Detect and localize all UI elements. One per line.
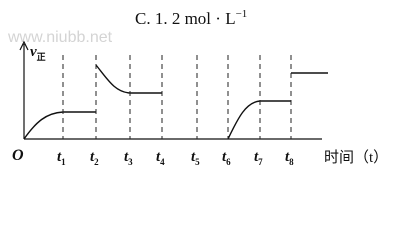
tick-label: t8 xyxy=(285,149,294,167)
tick-subscript: 1 xyxy=(61,157,66,167)
header-text: C. 1. 2 mol · L xyxy=(135,9,236,28)
header: C. 1. 2 mol · L−1 xyxy=(135,8,247,28)
curve-2 xyxy=(95,64,162,94)
ticks: t1 t2 t3 t4 t5 t6 t7 t8 xyxy=(57,55,294,167)
tick-symbol: t xyxy=(191,149,196,165)
x-axis-label: 时间（t） xyxy=(324,149,388,166)
y-label-symbol: v xyxy=(30,44,37,60)
tick-label: t7 xyxy=(254,149,263,167)
watermark: www.niubb.net xyxy=(7,29,113,46)
tick-subscript: 2 xyxy=(94,157,99,167)
y-arrow xyxy=(19,40,29,51)
y-label-subscript: 正 xyxy=(37,52,46,62)
origin-label: O xyxy=(12,147,24,164)
tick-symbol: t xyxy=(156,149,161,165)
tick-symbol: t xyxy=(285,149,290,165)
tick-symbol: t xyxy=(90,149,95,165)
tick-label: t2 xyxy=(90,149,99,167)
diagram: C. 1. 2 mol · L−1 www.niubb.net v正 O 时间（… xyxy=(7,8,388,167)
tick-label: t1 xyxy=(57,149,66,167)
tick-label: t3 xyxy=(124,149,133,167)
tick-symbol: t xyxy=(254,149,259,165)
tick-subscript: 4 xyxy=(160,157,165,167)
tick-symbol: t xyxy=(57,149,62,165)
tick-label: t5 xyxy=(191,149,200,167)
tick-symbol: t xyxy=(222,149,227,165)
tick-subscript: 3 xyxy=(128,157,133,167)
tick-label: t4 xyxy=(156,149,165,167)
tick-subscript: 5 xyxy=(195,157,200,167)
y-axis-label: v正 xyxy=(30,44,46,62)
curve-1 xyxy=(23,111,96,140)
tick-symbol: t xyxy=(124,149,129,165)
tick-label: t6 xyxy=(222,149,231,167)
tick-subscript: 7 xyxy=(258,157,263,167)
header-superscript: −1 xyxy=(236,8,248,20)
tick-subscript: 6 xyxy=(226,157,231,167)
tick-subscript: 8 xyxy=(289,157,294,167)
